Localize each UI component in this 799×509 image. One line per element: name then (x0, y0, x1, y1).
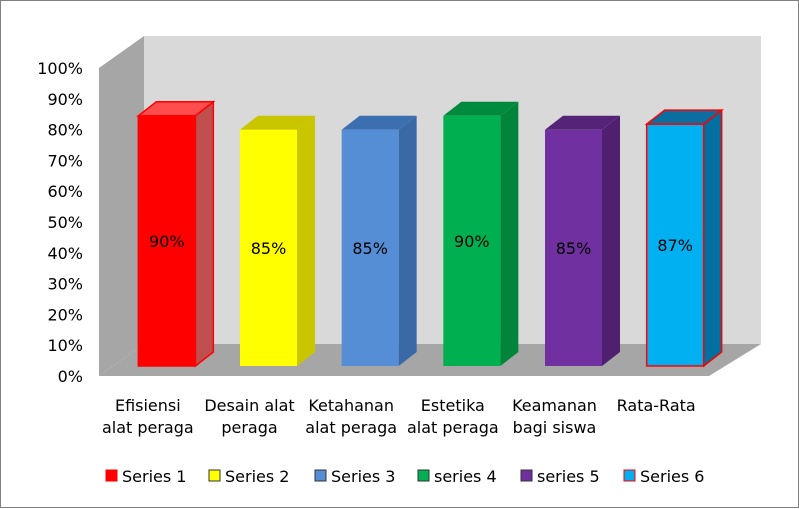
bar (644, 108, 724, 368)
data-label: 87% (657, 236, 693, 255)
x-tick-label: Keamanan (512, 396, 597, 415)
legend-swatch (208, 469, 221, 482)
legend-item: Series 6 (623, 467, 704, 486)
y-tick-label: 10% (47, 336, 83, 355)
x-tick-label: bagi siswa (513, 418, 597, 437)
data-label: 85% (352, 239, 388, 258)
y-tick-label: 100% (37, 59, 83, 78)
y-tick-label: 30% (47, 275, 83, 294)
legend-swatch (105, 469, 118, 482)
y-tick-label: 90% (47, 90, 83, 109)
bar-top (545, 115, 620, 130)
legend-label: Series 2 (225, 467, 289, 486)
y-tick-label: 20% (47, 305, 83, 324)
x-axis: Efisiensi alat peraga Desain alat peraga Ket… (102, 396, 696, 437)
y-tick-label: 70% (47, 151, 83, 170)
legend-swatch (417, 469, 430, 482)
bar-front (545, 129, 602, 366)
legend-label: series 5 (537, 467, 600, 486)
x-tick-label: alat peraga (305, 418, 397, 437)
bar-top (341, 115, 417, 130)
legend-item: Series 2 (208, 467, 289, 486)
data-label: 90% (454, 232, 490, 251)
legend-swatch (623, 469, 636, 482)
legend: Series 1 Series 2 Series 3 series 4 series 5… (105, 467, 704, 486)
legend-label: series 4 (434, 467, 497, 486)
data-label: 85% (251, 239, 287, 258)
bar-front (443, 115, 501, 366)
bar (341, 115, 417, 366)
legend-item: series 5 (520, 467, 600, 486)
bar (136, 100, 216, 368)
bar-front (137, 115, 197, 367)
bar (240, 115, 315, 366)
legend-swatch (520, 469, 533, 482)
legend-swatch (314, 469, 327, 482)
x-tick-label: alat peraga (102, 418, 194, 437)
y-tick-label: 60% (47, 182, 83, 201)
x-tick-label: Estetika (421, 396, 485, 415)
bar (545, 115, 620, 366)
bar-front (240, 129, 297, 366)
x-tick-label: Desain alat (204, 396, 294, 415)
legend-item: series 4 (417, 467, 497, 486)
bar-side (500, 101, 519, 367)
bar-top (443, 101, 519, 116)
data-labels: 90% 85% 85% 90% 85% 87% (149, 232, 693, 258)
x-tick-label: peraga (221, 418, 277, 437)
y-tick-label: 0% (58, 367, 83, 386)
data-label: 85% (556, 239, 592, 258)
x-tick-label: Ketahanan (308, 396, 394, 415)
y-tick-label: 40% (47, 244, 83, 263)
y-axis: 0% 10% 20% 30% 40% 50% 60% 70% 80% 90% 100% (37, 59, 83, 386)
data-label: 90% (149, 232, 185, 251)
legend-label: Series 1 (122, 467, 186, 486)
x-tick-label: Efisiensi (115, 396, 181, 415)
legend-label: Series 6 (640, 467, 704, 486)
bars (136, 100, 724, 368)
legend-item: Series 3 (314, 467, 395, 486)
x-tick-label: Rata-Rata (617, 396, 696, 415)
y-tick-label: 80% (47, 121, 83, 140)
bar-side (194, 100, 215, 368)
y-tick-label: 50% (47, 213, 83, 232)
bar-front (341, 129, 399, 366)
bar-side (602, 115, 620, 366)
bar-front (645, 123, 705, 367)
bar-side (297, 115, 315, 366)
legend-label: Series 3 (331, 467, 395, 486)
x-tick-label: alat peraga (407, 418, 499, 437)
bar-side (398, 115, 417, 366)
bar-side (702, 108, 723, 368)
bar (443, 101, 519, 367)
side-wall (99, 36, 144, 376)
legend-item: Series 1 (105, 467, 186, 486)
bar-top (240, 115, 315, 130)
